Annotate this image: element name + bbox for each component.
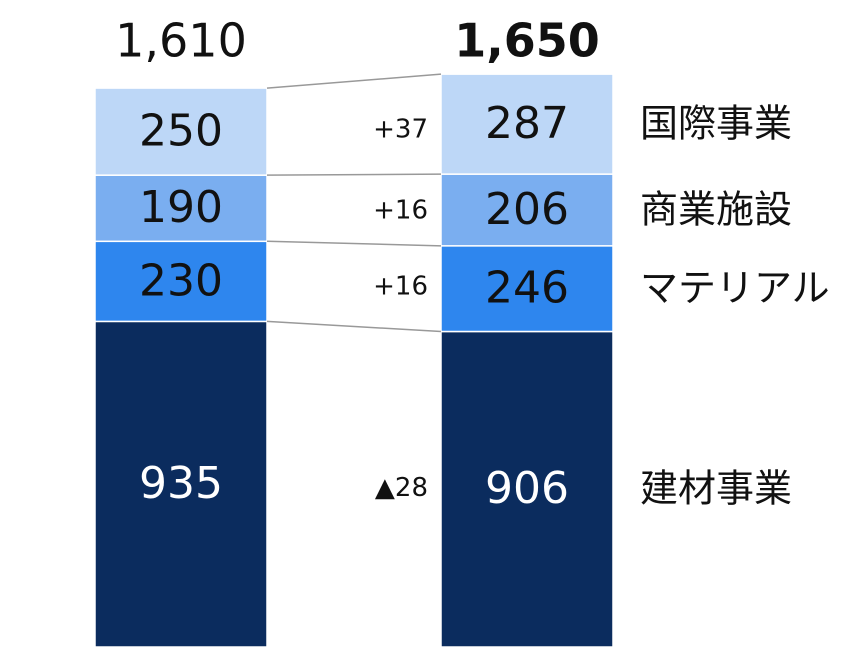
total-label: 1,610	[115, 14, 247, 68]
segment-label: 935	[139, 458, 223, 509]
bar-segment	[440, 245, 614, 333]
connector-line	[266, 320, 442, 333]
bar-segment	[94, 240, 268, 323]
change-label: ▲28	[375, 473, 428, 503]
bar-segment	[440, 173, 614, 247]
bar-segment	[440, 330, 614, 647]
segment-label: 190	[139, 182, 223, 233]
segment-label: 206	[485, 184, 569, 235]
change-label: +16	[373, 272, 428, 302]
legend-label: 商業施設	[640, 187, 792, 231]
connector-line	[266, 240, 442, 247]
segment-label: 250	[139, 106, 223, 157]
legend-label: マテリアル	[640, 266, 830, 310]
change-label: +16	[373, 196, 428, 226]
total-label: 1,650	[454, 14, 600, 68]
segment-label: 246	[485, 263, 569, 314]
legend-label: 建材事業	[640, 467, 792, 511]
change-label: +37	[373, 114, 428, 144]
bar-segment	[440, 73, 614, 175]
segment-label: 287	[485, 98, 569, 149]
connector-line	[266, 173, 442, 176]
legend-label: 国際事業	[640, 102, 792, 146]
segment-label: 230	[139, 255, 223, 306]
bar-segment	[94, 87, 268, 176]
connector-line	[266, 73, 442, 89]
bar-segment	[94, 174, 268, 243]
segment-label: 906	[485, 463, 569, 514]
bar-segment	[94, 320, 268, 647]
